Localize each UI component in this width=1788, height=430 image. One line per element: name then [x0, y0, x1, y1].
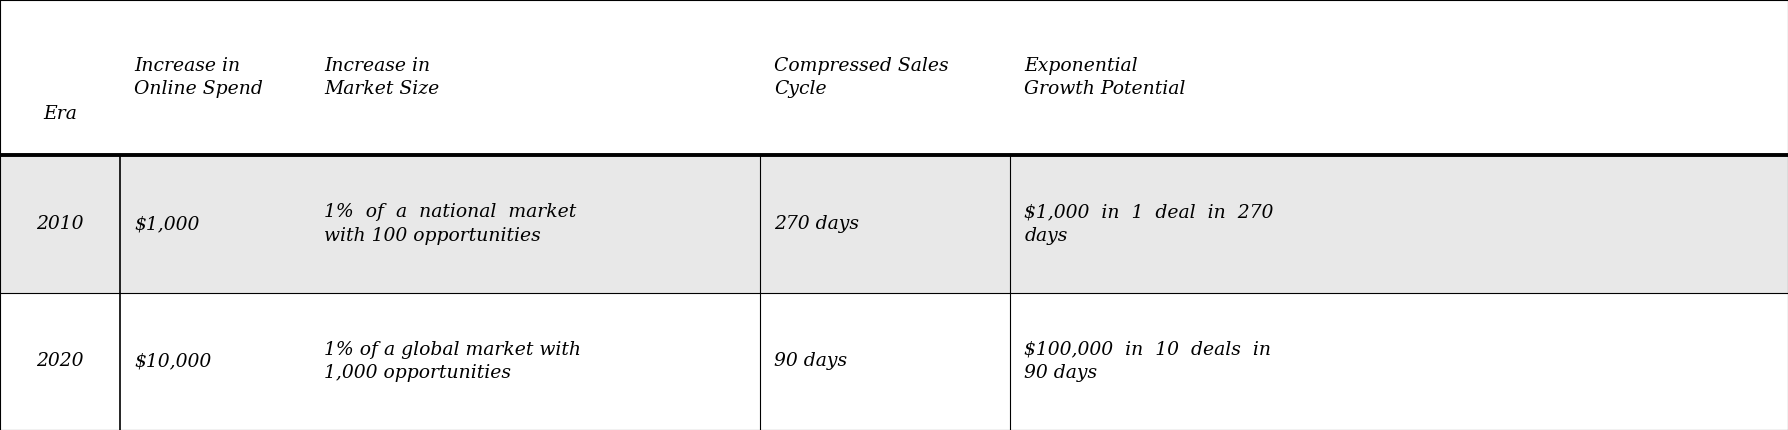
- Text: $1,000: $1,000: [134, 215, 200, 233]
- Text: $10,000: $10,000: [134, 353, 211, 371]
- Text: 2020: 2020: [36, 353, 84, 371]
- Text: 2010: 2010: [36, 215, 84, 233]
- Bar: [0, 155, 1788, 293]
- Text: Increase in
Market Size: Increase in Market Size: [324, 57, 440, 98]
- Text: Increase in
Online Spend: Increase in Online Spend: [134, 57, 263, 98]
- Text: $100,000  in  10  deals  in
90 days: $100,000 in 10 deals in 90 days: [1025, 341, 1271, 382]
- Text: $1,000  in  1  deal  in  270
days: $1,000 in 1 deal in 270 days: [1025, 203, 1273, 245]
- Text: Compressed Sales
Cycle: Compressed Sales Cycle: [774, 57, 949, 98]
- Text: 90 days: 90 days: [774, 353, 848, 371]
- Text: 270 days: 270 days: [774, 215, 860, 233]
- Text: Exponential
Growth Potential: Exponential Growth Potential: [1025, 57, 1185, 98]
- Text: Era: Era: [43, 105, 77, 123]
- Text: 1% of a global market with
1,000 opportunities: 1% of a global market with 1,000 opportu…: [324, 341, 581, 382]
- Bar: [0, 293, 1788, 430]
- Text: 1%  of  a  national  market
with 100 opportunities: 1% of a national market with 100 opportu…: [324, 203, 576, 245]
